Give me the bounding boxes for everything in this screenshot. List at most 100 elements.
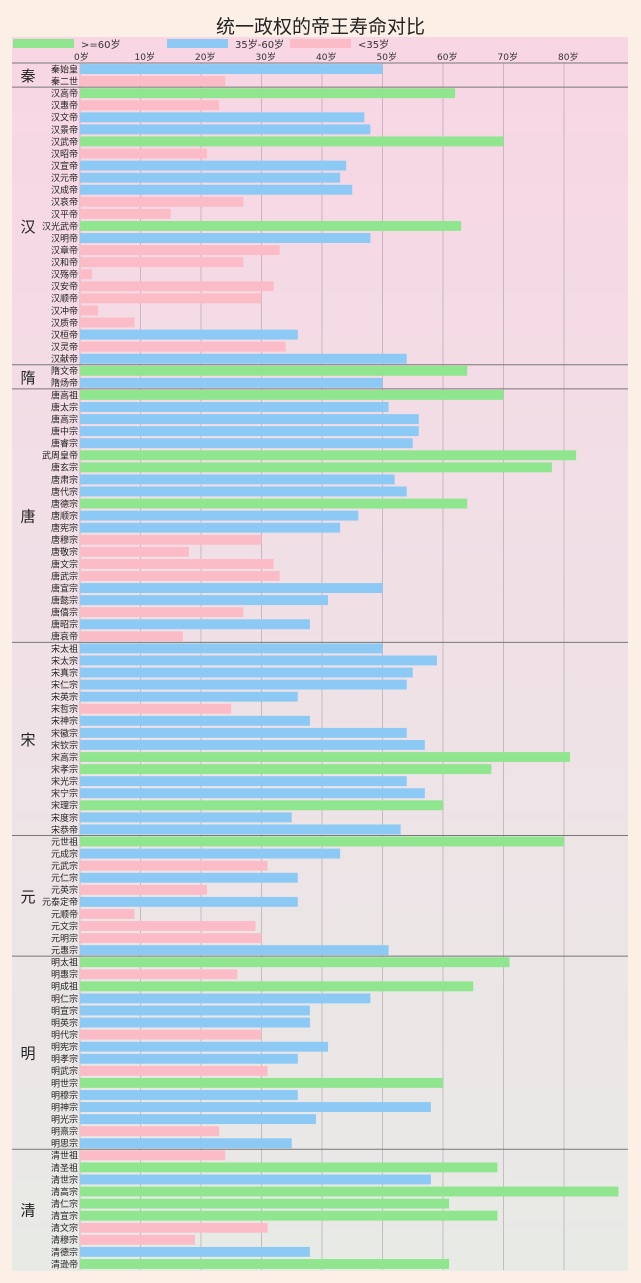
emperor-label: 唐中宗 (51, 426, 78, 438)
x-axis-ticks: 0岁 10岁 20岁 30岁 40岁 50岁 60岁 70岁 80岁 (74, 51, 578, 63)
emperor-label: 汉平帝 (51, 208, 78, 220)
bar (80, 414, 419, 425)
bars (80, 64, 619, 1269)
legend-swatch (13, 39, 74, 48)
emperor-label: 明思宗 (51, 1138, 78, 1150)
bar (80, 269, 93, 280)
emperor-label: 清世宗 (51, 1174, 78, 1186)
bar (80, 402, 389, 412)
emperor-label: 明武宗 (51, 1065, 78, 1077)
emperor-labels: 秦始皇秦二世汉高帝汉惠帝汉文帝汉景帝汉武帝汉昭帝汉宣帝汉元帝汉成帝汉哀帝汉平帝汉… (42, 63, 78, 1270)
bar (80, 860, 268, 871)
emperor-label: 汉质帝 (51, 317, 78, 329)
emperor-label: 唐宣宗 (51, 582, 78, 594)
bar (80, 752, 571, 762)
bar (80, 329, 298, 340)
bar (80, 1186, 619, 1197)
bar (80, 196, 244, 207)
bar (80, 1174, 431, 1185)
legend-swatch (290, 39, 351, 48)
emperor-label: 元泰定帝 (42, 896, 78, 908)
bar (80, 1077, 443, 1088)
bar (80, 293, 262, 304)
emperor-label: 汉宣帝 (51, 160, 78, 172)
bar (80, 1065, 268, 1076)
emperor-label: 元仁宗 (51, 872, 78, 884)
bar (80, 872, 298, 883)
bar (80, 534, 262, 545)
x-tick-label: 20岁 (195, 51, 215, 63)
bar (80, 703, 232, 714)
emperor-label: 元英宗 (51, 884, 78, 896)
emperor-label: 唐高祖 (51, 389, 78, 401)
emperor-label: 秦始皇 (51, 63, 78, 75)
x-tick-label: 0岁 (74, 51, 89, 63)
emperor-label: 唐肃宗 (51, 474, 78, 486)
legend-label: <35岁 (358, 38, 389, 51)
bar (80, 788, 425, 799)
emperor-label: 汉灵帝 (51, 341, 78, 353)
emperor-label: 宋仁宗 (51, 679, 78, 691)
emperor-label: 汉惠帝 (51, 100, 78, 112)
bar (80, 486, 407, 497)
dynasty-label: 元 (20, 888, 35, 906)
bar (80, 957, 510, 968)
emperor-label: 清穆宗 (51, 1234, 78, 1246)
x-tick-label: 10岁 (135, 51, 155, 63)
emperor-label: 宋英宗 (51, 691, 78, 703)
bar (80, 691, 298, 702)
emperor-label: 明太祖 (51, 957, 78, 969)
emperor-label: 宋高宗 (51, 751, 78, 763)
bar (80, 426, 419, 437)
bar (80, 800, 443, 811)
bar (80, 148, 208, 159)
bar (80, 558, 274, 569)
bar (80, 679, 407, 690)
bar (80, 1246, 310, 1257)
legend: >=60岁 35岁-60岁 <35岁 (13, 38, 389, 51)
bar (80, 353, 407, 364)
emperor-label: 明惠宗 (51, 969, 78, 981)
emperor-label: 汉武帝 (51, 136, 78, 148)
x-tick-label: 40岁 (316, 51, 336, 63)
emperor-label: 汉明帝 (51, 232, 78, 244)
emperor-label: 清仁宗 (51, 1198, 78, 1210)
bar (80, 1090, 298, 1100)
legend-label: >=60岁 (81, 38, 120, 51)
emperor-label: 汉高帝 (51, 88, 78, 100)
emperor-label: 明穆宗 (51, 1089, 78, 1101)
emperor-label: 汉顺帝 (51, 293, 78, 305)
legend-label: 35岁-60岁 (235, 38, 284, 51)
emperor-label: 汉哀帝 (51, 196, 78, 208)
emperor-label: 清世祖 (51, 1150, 78, 1162)
emperor-label: 宋钦宗 (51, 739, 78, 751)
emperor-label: 宋光宗 (51, 776, 78, 788)
emperor-label: 唐昭宗 (51, 619, 78, 631)
bar (80, 172, 341, 183)
bar (80, 438, 413, 449)
bar (80, 1114, 316, 1125)
emperor-label: 武周皇帝 (42, 450, 78, 462)
bar (80, 88, 456, 99)
emperor-label: 明宪宗 (51, 1041, 78, 1053)
emperor-label: 明代宗 (51, 1029, 78, 1041)
emperor-label: 唐宪宗 (51, 522, 78, 534)
bar (80, 933, 262, 944)
chart-title: 统一政权的帝王寿命对比 (215, 16, 425, 38)
emperor-label: 唐睿宗 (51, 438, 78, 450)
emperor-label: 明熹宗 (51, 1126, 78, 1138)
emperor-label: 唐懿宗 (51, 594, 78, 606)
bar (80, 341, 286, 352)
emperor-label: 汉成帝 (51, 184, 78, 196)
bar (80, 136, 504, 147)
x-tick-label: 60岁 (437, 51, 457, 63)
dynasty-separators (12, 62, 628, 1150)
emperor-label: 清逊帝 (51, 1258, 78, 1270)
bar (80, 1162, 498, 1173)
bar (80, 245, 280, 256)
emperor-label: 汉章帝 (51, 244, 78, 256)
emperor-label: 隋文帝 (51, 365, 78, 377)
emperor-label: 唐文宗 (51, 558, 78, 570)
bar (80, 160, 347, 171)
